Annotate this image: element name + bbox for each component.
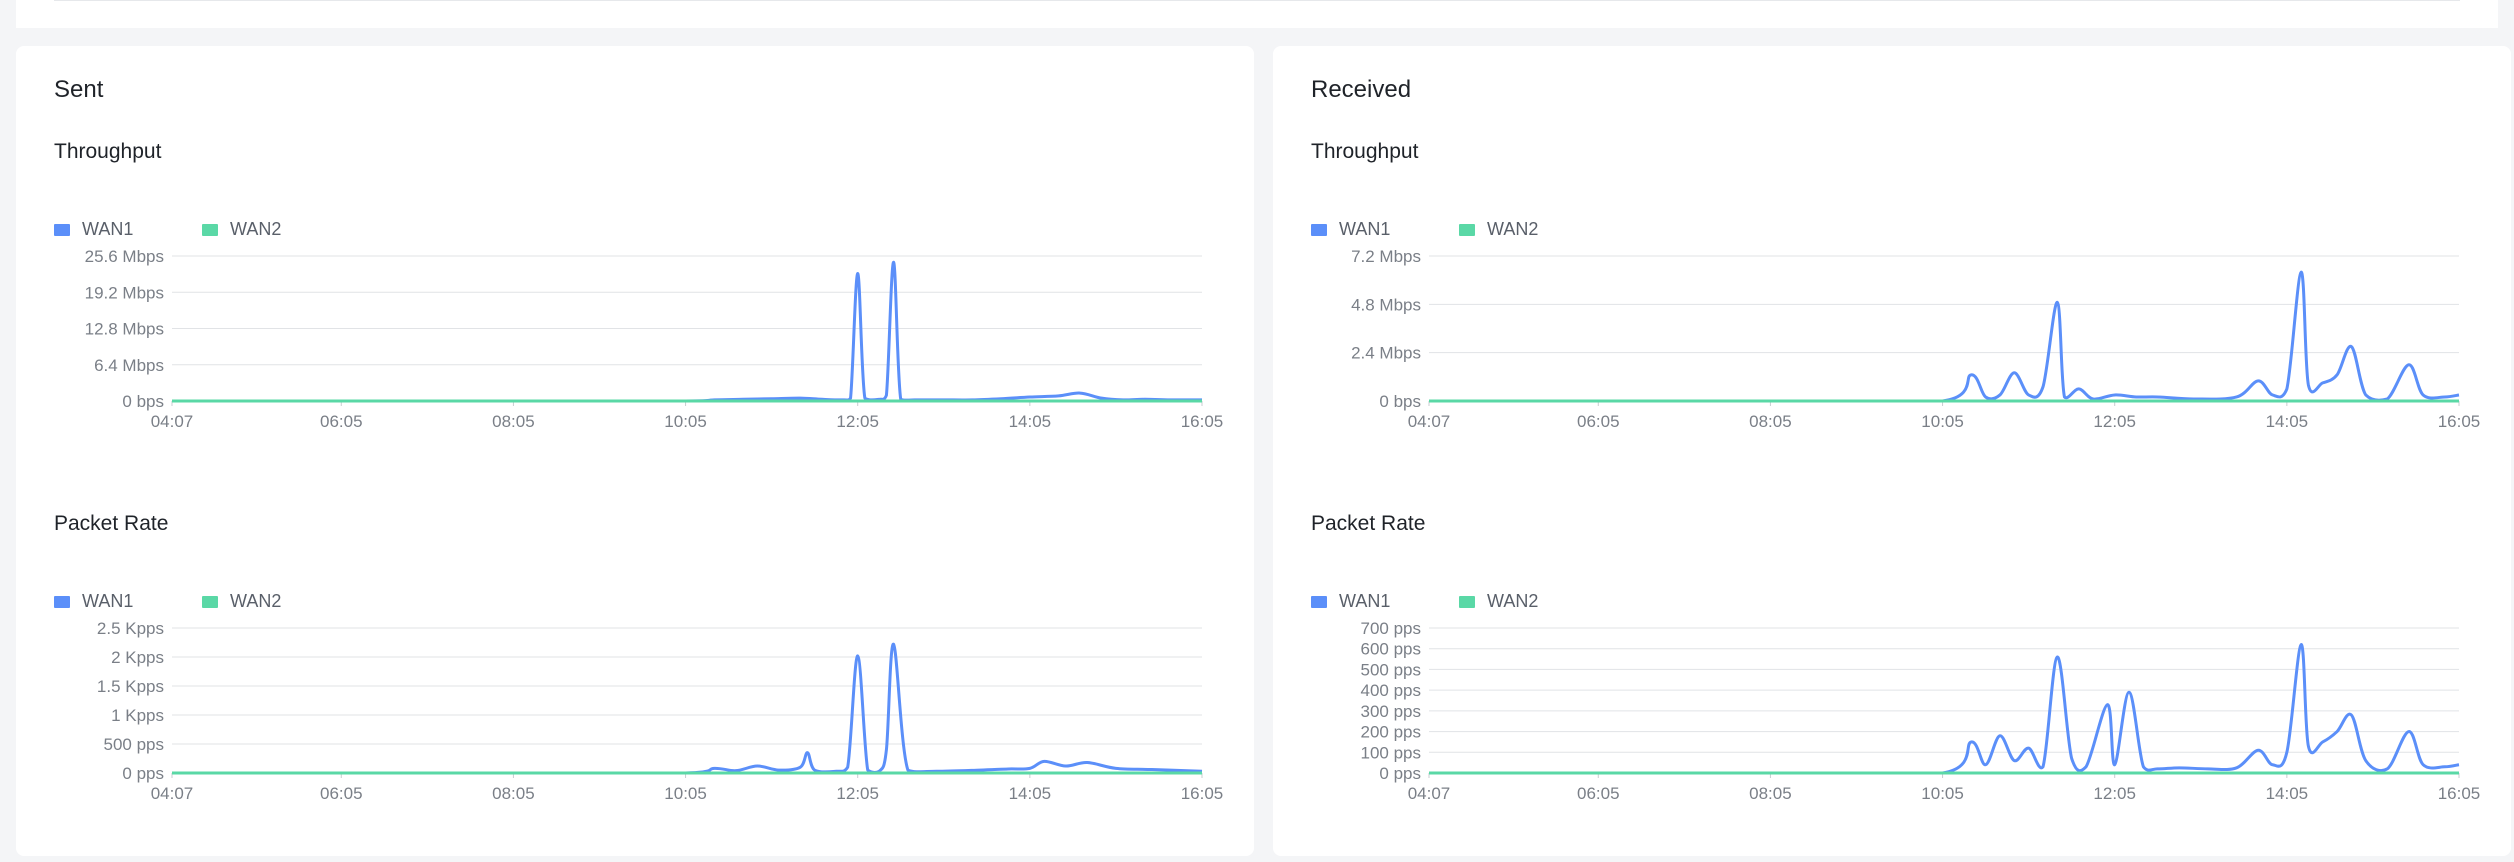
wan1-swatch [54, 595, 70, 608]
y-tick-label: 6.4 Mbps [94, 356, 164, 375]
legend-item-wan1[interactable]: WAN1 [54, 219, 202, 240]
legend-item-wan2[interactable]: WAN2 [202, 219, 350, 240]
y-tick-label: 0 pps [122, 764, 164, 783]
y-tick-label: 700 pps [1361, 619, 1422, 638]
wan2-swatch [1459, 595, 1475, 608]
x-tick-label: 14:05 [1009, 412, 1052, 431]
received-panel: Received Throughput WAN1 WAN2 0 bps 2.4 M… [1273, 46, 2511, 856]
x-tick-label: 04:07 [151, 784, 194, 803]
y-tick-label: 2.4 Mbps [1351, 344, 1421, 363]
divider [54, 0, 2460, 1]
x-tick-label: 06:05 [320, 784, 363, 803]
legend-label-wan1: WAN1 [82, 591, 134, 611]
legend-label-wan2: WAN2 [1487, 591, 1539, 611]
x-tick-label: 16:05 [2438, 784, 2481, 803]
y-tick-label: 0 pps [1379, 764, 1421, 783]
y-tick-label: 4.8 Mbps [1351, 295, 1421, 314]
wan1-swatch [1311, 595, 1327, 608]
received-throughput-title: Throughput [1311, 140, 1419, 163]
legend-label-wan2: WAN2 [230, 591, 282, 611]
legend-item-wan1[interactable]: WAN1 [54, 591, 202, 612]
x-tick-label: 12:05 [2093, 412, 2136, 431]
x-tick-label: 04:07 [1408, 412, 1451, 431]
y-tick-label: 7.2 Mbps [1351, 247, 1421, 266]
y-tick-label: 0 bps [122, 392, 164, 411]
legend-item-wan1[interactable]: WAN1 [1311, 591, 1459, 612]
series-line-wan1 [1429, 270, 2460, 403]
series-line-wan1 [172, 642, 1203, 775]
x-tick-label: 10:05 [664, 784, 707, 803]
x-tick-label: 10:05 [664, 412, 707, 431]
x-tick-label: 12:05 [2093, 784, 2136, 803]
x-tick-label: 08:05 [492, 784, 535, 803]
legend-item-wan1[interactable]: WAN1 [1311, 219, 1459, 240]
sent-throughput-title: Throughput [54, 140, 162, 163]
legend-label-wan1: WAN1 [1339, 219, 1391, 239]
x-tick-label: 04:07 [151, 412, 194, 431]
legend-item-wan2[interactable]: WAN2 [1459, 219, 1607, 240]
x-tick-label: 16:05 [1181, 784, 1224, 803]
x-tick-label: 08:05 [1749, 412, 1792, 431]
sent-throughput-legend: WAN1 WAN2 [54, 219, 350, 240]
x-tick-label: 08:05 [492, 412, 535, 431]
wan1-swatch [54, 223, 70, 236]
sent-packet-rate-chart[interactable]: 0 pps 500 pps 1 Kpps 1.5 Kpps 2 Kpps 2.5 Kpps… [54, 618, 1226, 803]
panel-title-received: Received [1311, 76, 1412, 103]
y-tick-label: 300 pps [1361, 702, 1422, 721]
y-tick-label: 100 pps [1361, 743, 1422, 762]
x-tick-label: 14:05 [2266, 412, 2309, 431]
y-tick-label: 600 pps [1361, 640, 1422, 659]
legend-label-wan1: WAN1 [1339, 591, 1391, 611]
y-tick-label: 12.8 Mbps [85, 320, 164, 339]
sent-panel: Sent Throughput WAN1 WAN2 0 bps 6.4 Mbps 1… [16, 46, 1254, 856]
y-tick-label: 1 Kpps [111, 706, 164, 725]
legend-label-wan2: WAN2 [230, 219, 282, 239]
sent-packet-rate-legend: WAN1 WAN2 [54, 591, 350, 612]
wan1-swatch [1311, 223, 1327, 236]
y-tick-label: 500 pps [104, 735, 165, 754]
sent-packet-rate-title: Packet Rate [54, 512, 169, 535]
y-tick-label: 0 bps [1379, 392, 1421, 411]
x-tick-label: 04:07 [1408, 784, 1451, 803]
received-throughput-chart[interactable]: 0 bps 2.4 Mbps 4.8 Mbps 7.2 Mbps 04:07 06:05 0… [1311, 246, 2483, 431]
x-tick-label: 16:05 [1181, 412, 1224, 431]
received-packet-rate-title: Packet Rate [1311, 512, 1426, 535]
legend-item-wan2[interactable]: WAN2 [1459, 591, 1607, 612]
x-tick-label: 06:05 [1577, 784, 1620, 803]
wan2-swatch [202, 223, 218, 236]
legend-item-wan2[interactable]: WAN2 [202, 591, 350, 612]
x-tick-label: 12:05 [836, 412, 879, 431]
legend-label-wan2: WAN2 [1487, 219, 1539, 239]
y-tick-label: 400 pps [1361, 681, 1422, 700]
y-tick-label: 2 Kpps [111, 648, 164, 667]
y-tick-label: 200 pps [1361, 723, 1422, 742]
y-tick-label: 1.5 Kpps [97, 677, 164, 696]
x-tick-label: 16:05 [2438, 412, 2481, 431]
y-tick-label: 500 pps [1361, 660, 1422, 679]
y-tick-label: 2.5 Kpps [97, 619, 164, 638]
y-tick-label: 25.6 Mbps [85, 247, 164, 266]
sent-throughput-chart[interactable]: 0 bps 6.4 Mbps 12.8 Mbps 19.2 Mbps 25.6 Mbps… [54, 246, 1226, 431]
received-packet-rate-legend: WAN1 WAN2 [1311, 591, 1607, 612]
x-tick-label: 14:05 [1009, 784, 1052, 803]
x-tick-label: 08:05 [1749, 784, 1792, 803]
x-tick-label: 06:05 [1577, 412, 1620, 431]
series-line-wan1 [1429, 643, 2460, 775]
x-tick-label: 10:05 [1921, 784, 1964, 803]
wan2-swatch [202, 595, 218, 608]
x-tick-label: 10:05 [1921, 412, 1964, 431]
top-card-strip [16, 0, 2498, 28]
wan2-swatch [1459, 223, 1475, 236]
x-tick-label: 14:05 [2266, 784, 2309, 803]
panel-title-sent: Sent [54, 76, 104, 103]
received-throughput-legend: WAN1 WAN2 [1311, 219, 1607, 240]
legend-label-wan1: WAN1 [82, 219, 134, 239]
x-tick-label: 06:05 [320, 412, 363, 431]
y-tick-label: 19.2 Mbps [85, 283, 164, 302]
series-line-wan1 [172, 260, 1203, 403]
x-tick-label: 12:05 [836, 784, 879, 803]
